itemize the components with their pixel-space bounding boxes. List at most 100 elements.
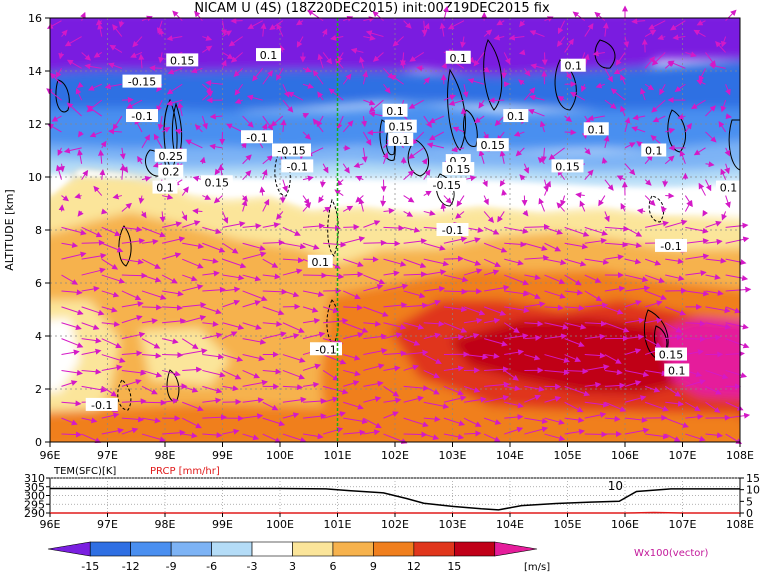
wind-vector [725,9,737,22]
wind-vector [684,195,693,208]
wind-vector [233,67,243,77]
wind-vector [262,306,285,316]
wind-vector [138,195,145,205]
wind-vector [121,238,146,244]
wind-vector [242,379,269,387]
wind-vector [705,385,722,395]
wind-vector [504,306,530,314]
wind-vector [282,226,301,236]
wind-vector [242,251,267,260]
wind-vector [524,320,544,327]
contour-label: 0.1 [720,182,738,195]
surface-left-tick-label: 305 [24,481,45,494]
wind-vector [383,397,402,404]
wind-vector [343,354,361,361]
wind-vector [247,20,263,30]
wind-vector [610,88,626,101]
wind-vector [262,320,283,327]
wind-vector [182,258,204,269]
wind-vector [620,202,627,212]
x-tick-label: 105E [554,449,582,462]
wind-vector [443,236,468,244]
wind-vector [504,413,524,420]
wind-vector [403,211,414,217]
wind-vector [564,338,585,348]
wind-vector [260,22,267,37]
wind-vector [343,369,361,377]
wind-vector [330,34,344,41]
contour-label: 0.1 [565,60,583,73]
wind-vector [448,99,465,106]
wind-vector [702,209,709,217]
wind-vector [383,385,400,397]
wind-vector [556,202,566,212]
x-tick-label: 99E [212,449,233,462]
wind-vector [428,115,445,124]
wind-vector [66,102,82,117]
wind-vector [523,163,530,174]
wind-vector [222,211,229,224]
wind-vector [242,322,262,330]
wind-vector [202,286,226,293]
wind-vector [342,163,350,174]
wind-vector [61,289,83,296]
wind-vector [182,274,198,282]
wind-vector [538,197,545,212]
wind-vector [322,396,339,403]
wind-vector [343,322,369,333]
wind-vector [544,290,566,299]
wind-vector [302,223,326,230]
wind-vector [685,226,709,234]
wind-vector [181,186,189,196]
wind-vector [584,333,606,340]
wind-vector [108,128,122,135]
wind-vector [202,270,220,277]
wind-vector [240,141,247,149]
wind-vector [423,354,442,364]
wind-vector [725,236,750,244]
wind-vector [725,258,747,266]
wind-vector [182,302,207,308]
wind-vector [463,430,482,437]
wind-vector [81,322,100,330]
wind-vector [383,365,401,372]
wind-vector [141,226,166,238]
wind-vector [262,273,281,280]
wind-vector [202,332,223,340]
wind-vector [403,226,421,233]
wind-vector [276,23,284,37]
wind-vector [302,175,314,182]
wind-vector [503,322,520,334]
wind-vector [604,225,630,232]
wind-vector [403,385,430,392]
wind-vector [57,147,64,156]
wind-vector [426,142,444,149]
wind-vector [58,163,65,173]
wind-vector [648,20,666,30]
wind-vector [141,338,161,349]
wind-vector [584,381,602,388]
wind-vector [121,258,144,265]
wind-vector [121,226,143,233]
surface-x-tick-label: 101E [324,518,352,531]
wind-vector [725,84,731,96]
wind-vector [463,237,481,244]
main-panel: 0.10.15-0.15-0.1-0.1-0.15-0.10.250.20.1 0… [3,5,754,462]
wind-vector [222,369,242,380]
wind-vector [657,34,666,41]
wind-vector [644,179,652,186]
wind-vector [624,416,648,423]
wind-vector [503,52,511,65]
wind-vector [564,322,587,330]
y-tick-label: 8 [35,224,42,237]
wind-vector [101,354,126,364]
wind-vector [504,258,524,266]
wind-vector [282,322,305,333]
wind-vector [182,385,199,393]
wind-vector [473,52,485,67]
contour-label-box [388,132,414,146]
wind-vector [141,290,167,300]
wind-vector [584,364,610,371]
wind-vector [97,23,104,37]
wind-vector [624,285,651,292]
